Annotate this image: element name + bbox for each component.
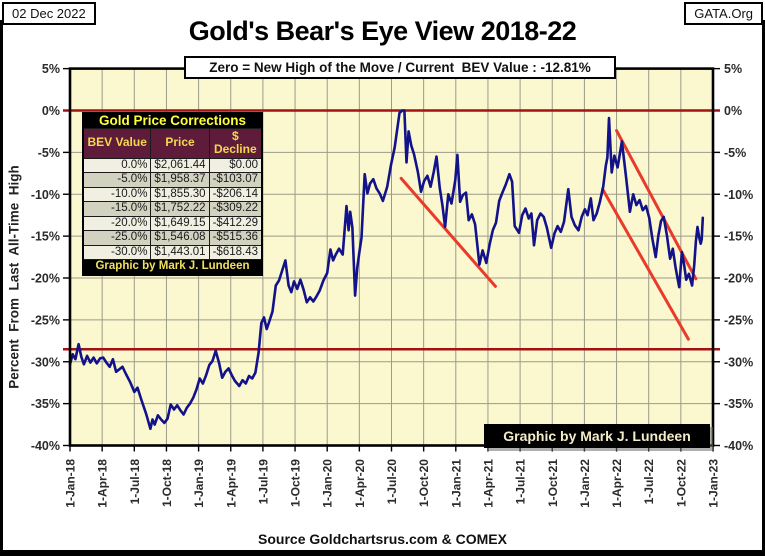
table-cell: -10.0% [82,186,152,202]
corrections-table-footer: Graphic by Mark J. Lundeen [82,259,263,275]
table-row: -10.0% $1,855.30 -$206.14 [82,186,263,202]
x-tick-label: 1-Jul-19 [256,459,270,505]
page-border-bottom [0,550,765,556]
table-row: -25.0% $1,546.08 -$515.36 [82,230,263,246]
x-tick-label: 1-Jul-18 [128,459,142,505]
table-row: -20.0% $1,649.15 -$412.29 [82,215,263,231]
credit-box: Graphic by Mark J. Lundeen [484,424,710,448]
corrections-header-row: BEV Value Price $ Decline [82,127,263,159]
table-cell: -$515.36 [208,230,263,246]
table-cell: $1,649.15 [150,215,210,231]
y-tick-label-right: -15% [724,230,753,244]
y-tick-label-right: -5% [724,146,746,160]
table-row: -15.0% $1,752.22 -$309.22 [82,201,263,217]
table-cell: -30.0% [82,244,152,260]
bev-series-line [68,109,705,431]
table-cell: -25.0% [82,230,152,246]
corrections-table-head: Gold Price Corrections BEV Value Price $ D… [82,112,263,159]
y-tick-label-right: -20% [724,272,753,286]
y-tick-label-left: 0% [42,104,60,118]
table-cell: $1,855.30 [150,186,210,202]
org-label: GATA.Org [694,6,753,21]
table-cell: -$309.22 [208,201,263,217]
table-row: 0.0% $2,061.44 $0.00 [82,157,263,173]
x-tick-label: 1-Oct-18 [160,459,174,507]
table-cell: 0.0% [82,157,152,173]
x-tick-label: 1-Jul-20 [385,459,399,505]
corrections-col-header: BEV Value [82,127,152,159]
gold-price-corrections-table: Gold Price Corrections BEV Value Price $ D… [82,112,263,276]
corrections-table-title: Gold Price Corrections [82,112,263,129]
table-cell: -20.0% [82,215,152,231]
y-tick-label-right: -30% [724,355,753,369]
y-tick-label-right: 0% [724,104,742,118]
x-tick-label: 1-Apr-18 [96,459,110,508]
x-tick-label: 1-Oct-20 [417,459,431,507]
x-tick-label: 1-Oct-19 [289,459,303,507]
x-tick-label: 1-Jan-19 [192,459,206,508]
x-tick-label: 1-Jan-18 [64,459,78,508]
x-tick-label: 1-Apr-20 [353,459,367,508]
source-line: Source Goldchartsrus.com & COMEX [258,531,507,547]
y-axis-title: Percent From Last All-Time High [6,165,22,389]
y-tick-label-right: 5% [724,62,742,76]
page-border-right [762,20,765,556]
table-cell: -$103.07 [208,172,263,188]
table-cell: $0.00 [208,157,263,173]
corrections-col-header: Price [150,127,210,159]
x-tick-label: 1-Jul-21 [514,459,528,505]
x-tick-label: 1-Jan-22 [578,459,592,508]
x-tick-label: 1-Apr-21 [481,459,495,508]
table-cell: -15.0% [82,201,152,217]
x-tick-label: 1-Oct-22 [674,459,688,507]
corrections-table-body: 0.0% $2,061.44 $0.00 -5.0% $1,958.37 -$103.07… [82,157,263,260]
y-tick-label-left: -5% [38,146,60,160]
y-tick-label-left: -30% [31,355,60,369]
x-tick-label: 1-Jul-22 [642,459,656,505]
table-row: -30.0% $1,443.01 -$618.43 [82,244,263,260]
date-label: 02 Dec 2022 [12,6,86,21]
y-tick-label-left: -25% [31,313,60,327]
y-tick-label-right: -25% [724,313,753,327]
table-row: -5.0% $1,958.37 -$103.07 [82,172,263,188]
y-tick-label-right: -35% [724,397,753,411]
table-cell: $1,443.01 [150,244,210,260]
page-border-left [0,20,3,556]
corrections-col-header: $ Decline [208,127,263,159]
y-tick-label-left: -15% [31,230,60,244]
table-cell: $2,061.44 [150,157,210,173]
table-cell: $1,958.37 [150,172,210,188]
subtitle-box: Zero = New High of the Move / Current BE… [184,56,616,79]
x-tick-label: 1-Jan-21 [449,459,463,508]
y-tick-label-right: -40% [724,439,753,453]
trend-line [601,187,690,341]
table-cell: -5.0% [82,172,152,188]
y-tick-label-left: -35% [31,397,60,411]
y-tick-label-left: -10% [31,188,60,202]
page-title: Gold's Bear's Eye View 2018-22 [188,16,577,46]
x-tick-label: 1-Oct-21 [546,459,560,507]
y-tick-label-left: -40% [31,439,60,453]
date-box: 02 Dec 2022 [2,2,96,25]
x-tick-label: 1-Jan-20 [321,459,335,508]
table-cell: -$412.29 [208,215,263,231]
y-tick-label-right: -10% [724,188,753,202]
trend-line [399,176,497,288]
x-tick-label: 1-Jan-23 [707,459,721,508]
table-cell: $1,752.22 [150,201,210,217]
table-cell: -$206.14 [208,186,263,202]
org-box: GATA.Org [684,2,763,25]
table-cell: -$618.43 [208,244,263,260]
y-tick-label-left: 5% [42,62,60,76]
y-tick-label-left: -20% [31,272,60,286]
x-tick-label: 1-Apr-22 [610,459,624,508]
x-tick-label: 1-Apr-19 [224,459,238,508]
table-cell: $1,546.08 [150,230,210,246]
